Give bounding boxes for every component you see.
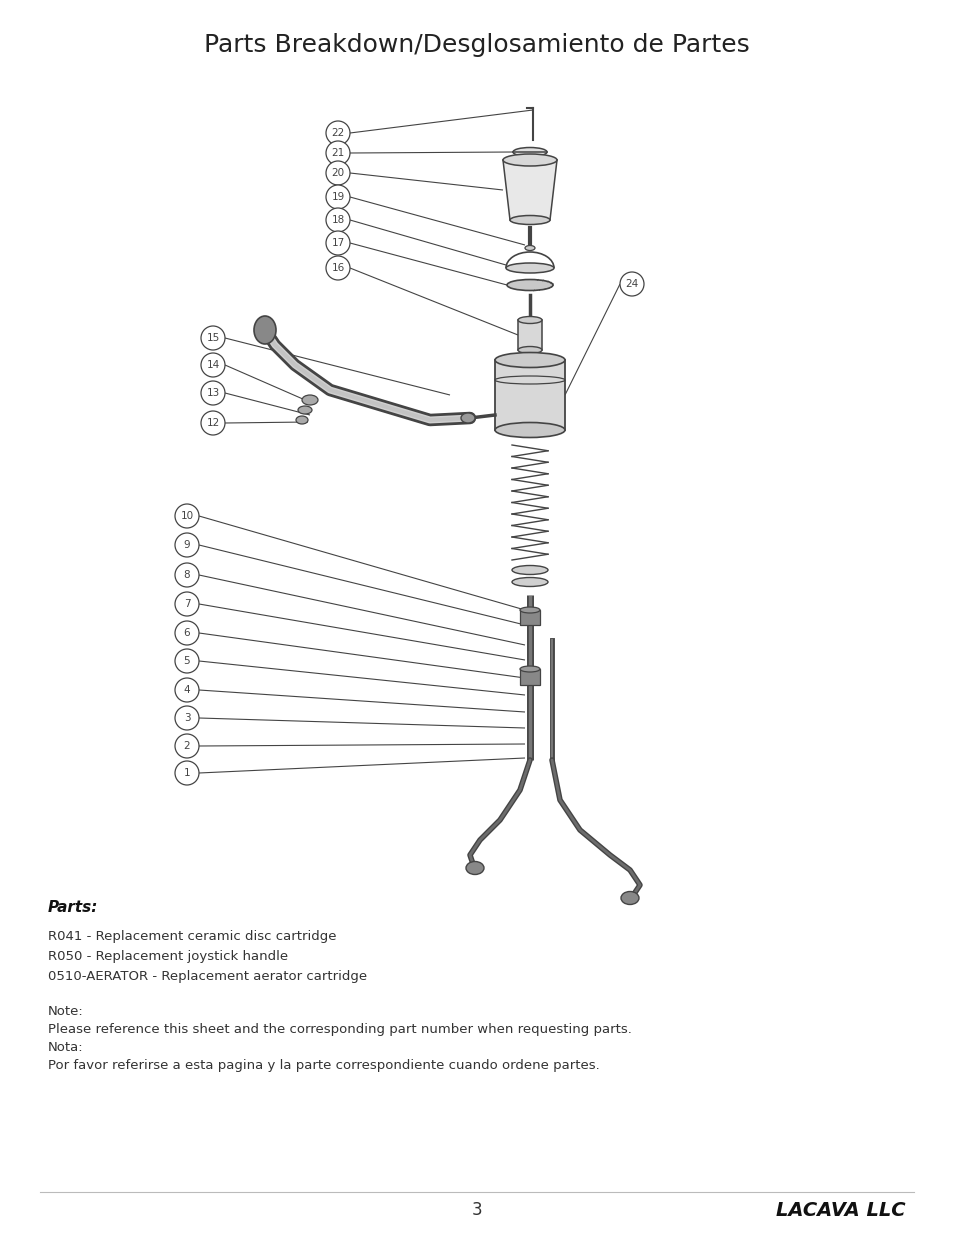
Circle shape xyxy=(326,185,350,209)
Text: 19: 19 xyxy=(331,191,344,203)
Text: 24: 24 xyxy=(625,279,638,289)
Circle shape xyxy=(174,592,199,616)
Text: 10: 10 xyxy=(180,511,193,521)
Circle shape xyxy=(201,326,225,350)
Text: 16: 16 xyxy=(331,263,344,273)
Ellipse shape xyxy=(510,215,550,225)
Ellipse shape xyxy=(495,352,564,368)
Text: Note:: Note: xyxy=(48,1005,84,1018)
Text: LACAVA LLC: LACAVA LLC xyxy=(776,1200,905,1219)
Text: 15: 15 xyxy=(206,333,219,343)
Text: 4: 4 xyxy=(184,685,190,695)
Circle shape xyxy=(619,272,643,296)
Ellipse shape xyxy=(519,666,539,672)
Ellipse shape xyxy=(297,406,312,414)
Circle shape xyxy=(174,706,199,730)
Ellipse shape xyxy=(253,316,275,345)
Text: Por favor referirse a esta pagina y la parte correspondiente cuando ordene parte: Por favor referirse a esta pagina y la p… xyxy=(48,1058,599,1072)
Text: 3: 3 xyxy=(471,1200,482,1219)
Circle shape xyxy=(201,411,225,435)
Circle shape xyxy=(326,231,350,254)
Text: 20: 20 xyxy=(331,168,344,178)
Ellipse shape xyxy=(512,566,547,574)
FancyBboxPatch shape xyxy=(495,359,564,430)
Text: 13: 13 xyxy=(206,388,219,398)
Circle shape xyxy=(326,161,350,185)
Circle shape xyxy=(326,207,350,232)
Ellipse shape xyxy=(620,892,639,904)
Text: Please reference this sheet and the corresponding part number when requesting pa: Please reference this sheet and the corr… xyxy=(48,1023,631,1036)
Text: Nota:: Nota: xyxy=(48,1041,84,1053)
Text: 14: 14 xyxy=(206,359,219,370)
Text: R041 - Replacement ceramic disc cartridge: R041 - Replacement ceramic disc cartridg… xyxy=(48,930,336,944)
Text: 1: 1 xyxy=(184,768,190,778)
Ellipse shape xyxy=(505,263,554,273)
Text: 22: 22 xyxy=(331,128,344,138)
Text: R050 - Replacement joystick handle: R050 - Replacement joystick handle xyxy=(48,950,288,963)
Ellipse shape xyxy=(506,279,553,290)
Ellipse shape xyxy=(524,246,535,251)
Text: Parts Breakdown/Desglosamiento de Partes: Parts Breakdown/Desglosamiento de Partes xyxy=(204,33,749,57)
Circle shape xyxy=(174,534,199,557)
Circle shape xyxy=(174,761,199,785)
Text: 2: 2 xyxy=(184,741,190,751)
Ellipse shape xyxy=(302,395,317,405)
Ellipse shape xyxy=(502,154,557,165)
Ellipse shape xyxy=(295,416,308,424)
Circle shape xyxy=(174,563,199,587)
Ellipse shape xyxy=(517,347,541,353)
Text: 8: 8 xyxy=(184,571,190,580)
Circle shape xyxy=(326,121,350,144)
Ellipse shape xyxy=(495,422,564,437)
Ellipse shape xyxy=(519,606,539,613)
Circle shape xyxy=(201,382,225,405)
Circle shape xyxy=(174,504,199,529)
Ellipse shape xyxy=(513,147,546,157)
Circle shape xyxy=(174,734,199,758)
Text: 12: 12 xyxy=(206,417,219,429)
FancyBboxPatch shape xyxy=(517,320,541,350)
Text: 9: 9 xyxy=(184,540,190,550)
Text: 17: 17 xyxy=(331,238,344,248)
Text: 21: 21 xyxy=(331,148,344,158)
Text: 5: 5 xyxy=(184,656,190,666)
Ellipse shape xyxy=(465,862,483,874)
Bar xyxy=(519,610,539,625)
Text: 7: 7 xyxy=(184,599,190,609)
Text: 6: 6 xyxy=(184,629,190,638)
Text: 3: 3 xyxy=(184,713,190,722)
Ellipse shape xyxy=(517,316,541,324)
Circle shape xyxy=(174,650,199,673)
Circle shape xyxy=(326,141,350,165)
Circle shape xyxy=(174,621,199,645)
Ellipse shape xyxy=(512,578,547,587)
Circle shape xyxy=(174,678,199,701)
Circle shape xyxy=(201,353,225,377)
Text: 18: 18 xyxy=(331,215,344,225)
Circle shape xyxy=(326,256,350,280)
Ellipse shape xyxy=(460,412,475,424)
Text: 0510-AERATOR - Replacement aerator cartridge: 0510-AERATOR - Replacement aerator cartr… xyxy=(48,969,367,983)
Text: Parts:: Parts: xyxy=(48,900,98,915)
Bar xyxy=(519,669,539,685)
Polygon shape xyxy=(502,161,557,220)
